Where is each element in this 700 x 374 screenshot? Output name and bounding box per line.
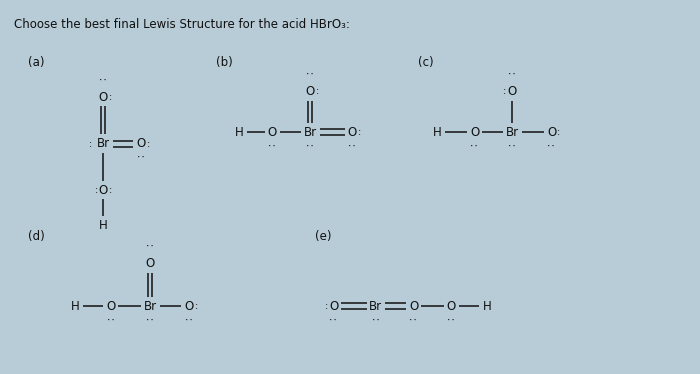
Text: O: O — [184, 300, 193, 313]
Text: H: H — [433, 126, 442, 138]
Text: Br: Br — [370, 300, 382, 313]
Text: O: O — [305, 85, 315, 98]
Text: ··: ·· — [507, 71, 517, 80]
Text: (d): (d) — [28, 230, 45, 243]
Text: ··: ·· — [370, 317, 382, 326]
Text: :: : — [89, 139, 92, 148]
Text: ··: ·· — [546, 142, 557, 151]
Text: :: : — [325, 301, 328, 311]
Text: ··: ·· — [98, 77, 108, 86]
Text: O: O — [106, 300, 116, 313]
Text: ··: ·· — [304, 142, 316, 151]
Text: O: O — [447, 300, 456, 313]
Text: O: O — [99, 91, 108, 104]
Text: O: O — [348, 126, 357, 138]
Text: H: H — [235, 126, 244, 138]
Text: O: O — [508, 85, 517, 98]
Text: ··: ·· — [145, 317, 155, 326]
Text: ··: ·· — [106, 317, 116, 326]
Text: :: : — [109, 185, 112, 195]
Text: Br: Br — [97, 137, 110, 150]
Text: O: O — [146, 257, 155, 270]
Text: (a): (a) — [28, 56, 45, 69]
Text: ··: ·· — [267, 142, 278, 151]
Text: ··: ·· — [328, 317, 339, 326]
Text: ··: ·· — [304, 71, 316, 80]
Text: :: : — [146, 139, 150, 148]
Text: ··: ·· — [469, 142, 480, 151]
Text: (b): (b) — [216, 56, 233, 69]
Text: ··: ·· — [408, 317, 419, 326]
Text: ··: ·· — [183, 317, 194, 326]
Text: :: : — [316, 86, 319, 96]
Text: Br: Br — [505, 126, 519, 138]
Text: ··: ·· — [136, 154, 146, 163]
Text: O: O — [329, 300, 338, 313]
Text: ··: ·· — [347, 142, 358, 151]
Text: Br: Br — [304, 126, 316, 138]
Text: ··: ·· — [507, 142, 517, 151]
Text: Br: Br — [144, 300, 157, 313]
Text: :: : — [557, 127, 561, 137]
Text: :: : — [94, 185, 98, 195]
Text: :: : — [195, 301, 197, 311]
Text: H: H — [99, 218, 108, 232]
Text: O: O — [547, 126, 556, 138]
Text: H: H — [482, 300, 491, 313]
Text: Choose the best final Lewis Structure for the acid HBrO₃:: Choose the best final Lewis Structure fo… — [14, 18, 350, 31]
Text: (c): (c) — [418, 56, 434, 69]
Text: O: O — [409, 300, 418, 313]
Text: H: H — [71, 300, 80, 313]
Text: (e): (e) — [315, 230, 331, 243]
Text: ··: ·· — [446, 317, 456, 326]
Text: ··: ·· — [145, 243, 155, 252]
Text: O: O — [268, 126, 277, 138]
Text: O: O — [99, 184, 108, 197]
Text: :: : — [109, 92, 112, 102]
Text: :: : — [503, 86, 507, 96]
Text: O: O — [136, 137, 146, 150]
Text: :: : — [358, 127, 361, 137]
Text: O: O — [470, 126, 480, 138]
